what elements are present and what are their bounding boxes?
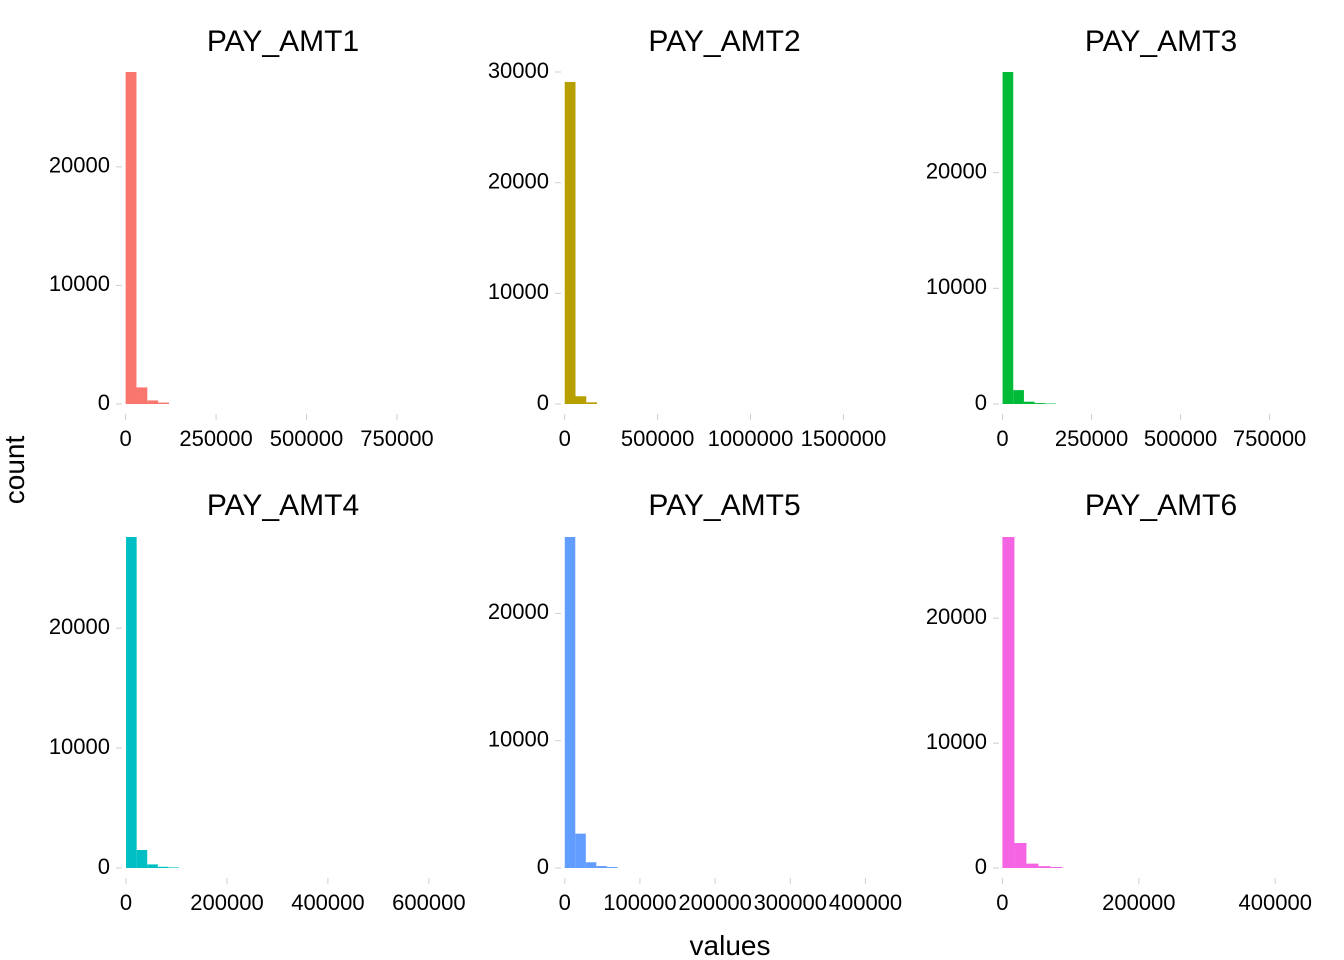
x-tick-label: 400000: [291, 890, 364, 915]
y-tick-label: 20000: [926, 158, 987, 183]
facet-panel-1: PAY_AMT1 0 10000 20000 0 250000 500000 750000: [49, 25, 434, 451]
y-tick-label: 20000: [49, 614, 110, 639]
histogram-bar: [596, 866, 607, 868]
y-tick-label: 20000: [49, 153, 110, 178]
x-tick-label: 400000: [829, 890, 902, 915]
histogram-bar: [157, 866, 169, 868]
panel-title: PAY_AMT5: [648, 489, 800, 522]
histogram-bar: [1013, 390, 1024, 404]
x-tick-label: 500000: [270, 426, 343, 451]
y-tick-label: 0: [537, 854, 549, 879]
y-tick-label: 10000: [926, 274, 987, 299]
histogram-bar: [1023, 401, 1035, 404]
histogram-bar: [1002, 537, 1015, 868]
histogram-bar: [564, 81, 576, 405]
histogram-bar: [147, 864, 158, 868]
x-tick-label: 750000: [1233, 426, 1306, 451]
panel-title: PAY_AMT6: [1085, 489, 1237, 522]
x-tick-label: 500000: [621, 426, 694, 451]
histogram-bar: [158, 402, 170, 404]
histogram-bar: [125, 72, 137, 404]
y-tick-label: 30000: [488, 58, 549, 83]
panel-title: PAY_AMT3: [1085, 25, 1237, 58]
histogram-bar: [1026, 863, 1039, 868]
facet-panel-3: PAY_AMT3 0 10000 20000 0 250000 500000 750000: [926, 25, 1306, 451]
histogram-bar: [586, 402, 598, 404]
x-tick-label: 1000000: [708, 426, 794, 451]
x-tick-label: 200000: [1102, 890, 1175, 915]
histogram-bar: [1038, 866, 1051, 868]
panel-title: PAY_AMT4: [207, 489, 359, 522]
histogram-bar: [606, 866, 618, 868]
x-tick-label: 300000: [754, 890, 827, 915]
x-tick-label: 0: [119, 426, 131, 451]
histogram-bar: [168, 867, 180, 868]
histogram-bar: [575, 396, 587, 404]
x-tick-label: 1500000: [801, 426, 887, 451]
histogram-bar: [1050, 867, 1063, 868]
x-tick-label: 100000: [603, 890, 676, 915]
x-tick-label: 750000: [360, 426, 433, 451]
x-tick-label: 200000: [190, 890, 263, 915]
histogram-bar: [1014, 843, 1027, 868]
histogram-bar: [1045, 403, 1056, 405]
y-tick-label: 10000: [926, 729, 987, 754]
x-axis-title: values: [690, 930, 771, 960]
histogram-bar: [575, 833, 586, 868]
histogram-bar: [1034, 403, 1046, 404]
histogram-bar: [585, 862, 597, 868]
y-tick-label: 20000: [488, 599, 549, 624]
histogram-bar: [147, 400, 159, 404]
y-tick-label: 0: [98, 854, 110, 879]
x-tick-label: 400000: [1239, 890, 1312, 915]
x-tick-label: 500000: [1144, 426, 1217, 451]
x-tick-label: 250000: [179, 426, 252, 451]
x-tick-label: 0: [120, 890, 132, 915]
x-tick-label: 0: [559, 426, 571, 451]
panel-title: PAY_AMT1: [207, 25, 359, 58]
panel-title: PAY_AMT2: [648, 25, 800, 58]
y-tick-label: 0: [975, 854, 987, 879]
y-tick-label: 10000: [488, 279, 549, 304]
facet-panel-2: PAY_AMT2 0 10000 20000 30000 0 500000 1000000 15…: [488, 25, 886, 451]
histogram-bar: [126, 537, 137, 868]
x-tick-label: 0: [996, 426, 1008, 451]
x-tick-label: 0: [996, 890, 1008, 915]
y-tick-label: 10000: [488, 727, 549, 752]
y-tick-label: 20000: [488, 168, 549, 193]
y-tick-label: 0: [537, 390, 549, 415]
y-tick-label: 10000: [49, 734, 110, 759]
x-tick-label: 0: [559, 890, 571, 915]
histogram-bar: [1002, 72, 1014, 404]
y-tick-label: 0: [98, 390, 110, 415]
x-tick-label: 250000: [1055, 426, 1128, 451]
y-tick-label: 20000: [926, 604, 987, 629]
x-tick-label: 200000: [678, 890, 751, 915]
y-tick-label: 0: [975, 390, 987, 415]
y-tick-label: 10000: [49, 271, 110, 296]
y-axis-title: count: [0, 436, 30, 505]
histogram-bar: [136, 387, 148, 404]
histogram-bar: [136, 850, 148, 868]
histogram-bar: [564, 537, 576, 868]
x-tick-label: 600000: [392, 890, 465, 915]
